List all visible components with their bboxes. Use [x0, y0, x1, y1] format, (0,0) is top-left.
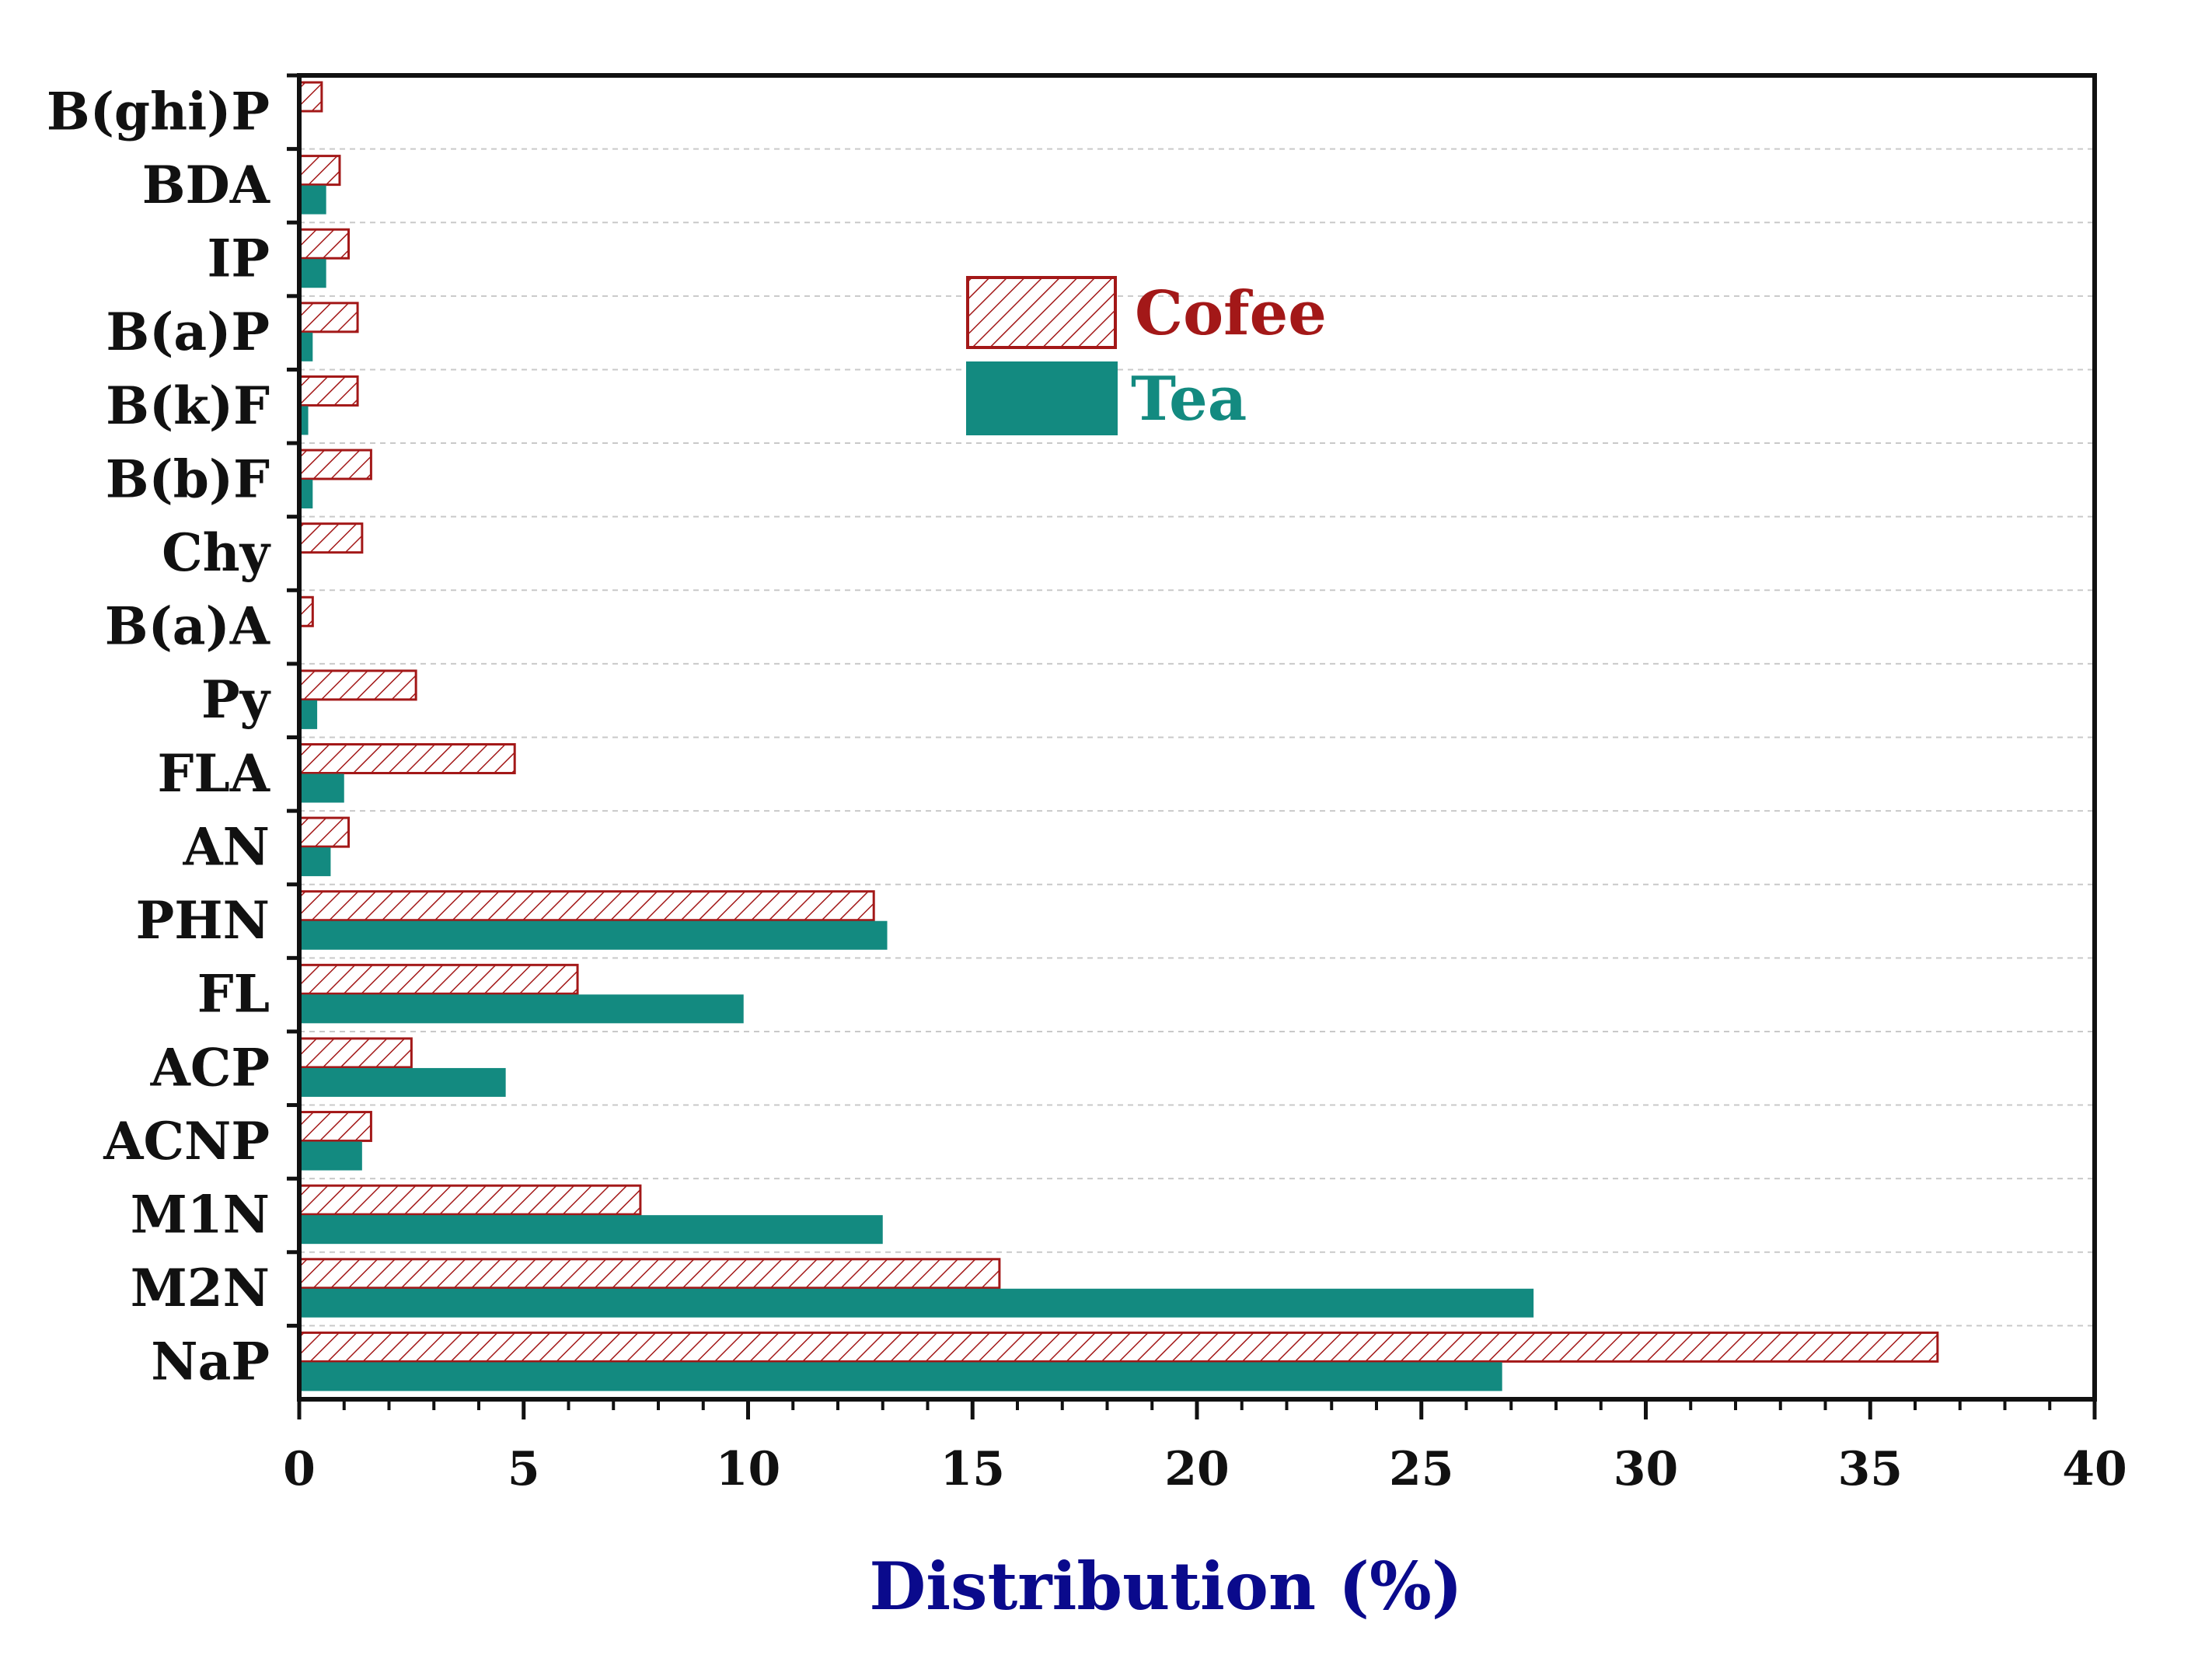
legend-label-tea: Tea	[1131, 364, 1247, 435]
x-tick-label: 20	[1164, 1442, 1230, 1496]
bar-tea-ACNP	[299, 1141, 362, 1171]
bar-cofee-ACNP	[298, 1111, 372, 1143]
legend-swatch-cofee	[966, 276, 1117, 349]
legend-label-cofee: Cofee	[1135, 278, 1327, 349]
x-tick-label: 10	[716, 1442, 781, 1496]
category-label: IP	[207, 229, 270, 289]
bar-cofee-ACP	[298, 1037, 413, 1069]
bar-tea-Py	[299, 700, 318, 729]
category-label: B(b)F	[106, 449, 270, 509]
x-tick-label: 0	[283, 1442, 316, 1496]
bar-tea-IP	[299, 259, 326, 288]
x-tick-label: 30	[1614, 1442, 1679, 1496]
bar-tea-NaP	[299, 1362, 1502, 1391]
bar-tea-BDA	[299, 185, 326, 215]
category-label: BDA	[142, 155, 270, 215]
bar-cofee-Chy	[298, 522, 364, 554]
category-label: B(a)P	[106, 302, 270, 362]
legend-swatch-tea	[966, 361, 1118, 435]
category-label: B(k)F	[106, 375, 270, 436]
bar-cofee-B(k)F	[298, 375, 359, 407]
bar-tea-FL	[299, 994, 744, 1024]
bar-cofee-PHN	[298, 890, 875, 922]
category-label: M2N	[131, 1258, 270, 1318]
category-label: FLA	[158, 743, 270, 804]
gridlines	[299, 148, 2095, 1327]
legend: Cofee Tea	[966, 276, 1327, 435]
category-label: FL	[197, 964, 270, 1025]
bar-cofee-AN	[298, 816, 351, 848]
x-tick-label: 40	[2062, 1442, 2127, 1496]
bar-cofee-FL	[298, 963, 579, 995]
category-label: M1N	[131, 1184, 270, 1245]
x-axis-title: Distribution (%)	[869, 1548, 1462, 1625]
x-tick-label: 35	[1838, 1442, 1903, 1496]
x-tick-labels: 0 5 10 15 20 25 30 35 40	[283, 1442, 2127, 1496]
bar-cofee-Py	[298, 669, 417, 701]
x-tick-label: 25	[1389, 1442, 1454, 1496]
bar-tea-M2N	[299, 1288, 1534, 1318]
bar-cofee-M2N	[298, 1258, 1001, 1290]
category-label: ACNP	[103, 1111, 270, 1171]
category-label: B(a)A	[105, 596, 270, 657]
bar-tea-B(a)P	[299, 332, 313, 361]
bar-cofee-NaP	[298, 1331, 1939, 1363]
bar-tea-B(k)F	[299, 406, 309, 435]
category-label: Py	[201, 669, 271, 730]
category-label: NaP	[151, 1332, 270, 1392]
category-label: Chy	[162, 522, 271, 583]
category-label: B(ghi)P	[47, 81, 270, 141]
bar-tea-M1N	[299, 1215, 883, 1245]
bar-tea-FLA	[299, 773, 344, 803]
axes	[287, 73, 2097, 1419]
bar-tea-ACP	[299, 1067, 506, 1097]
bar-tea-AN	[299, 847, 331, 877]
bar-tea-B(b)F	[299, 480, 313, 509]
category-label: AN	[182, 816, 270, 877]
bar-cofee-BDA	[298, 155, 341, 187]
bar-cofee-IP	[298, 228, 351, 260]
bar-cofee-B(a)P	[298, 302, 359, 333]
bar-tea-PHN	[299, 920, 888, 950]
bar-cofee-B(ghi)P	[298, 81, 323, 113]
x-tick-label: 15	[940, 1442, 1006, 1496]
x-tick-label: 5	[508, 1442, 540, 1496]
bar-cofee-FLA	[298, 743, 516, 774]
bar-cofee-M1N	[298, 1184, 642, 1216]
y-category-labels: B(ghi)PBDAIPB(a)PB(k)FB(b)FChyB(a)APyFLA…	[47, 81, 271, 1391]
category-label: ACP	[150, 1037, 270, 1098]
bar-cofee-B(b)F	[298, 449, 372, 480]
category-label: PHN	[136, 890, 270, 951]
